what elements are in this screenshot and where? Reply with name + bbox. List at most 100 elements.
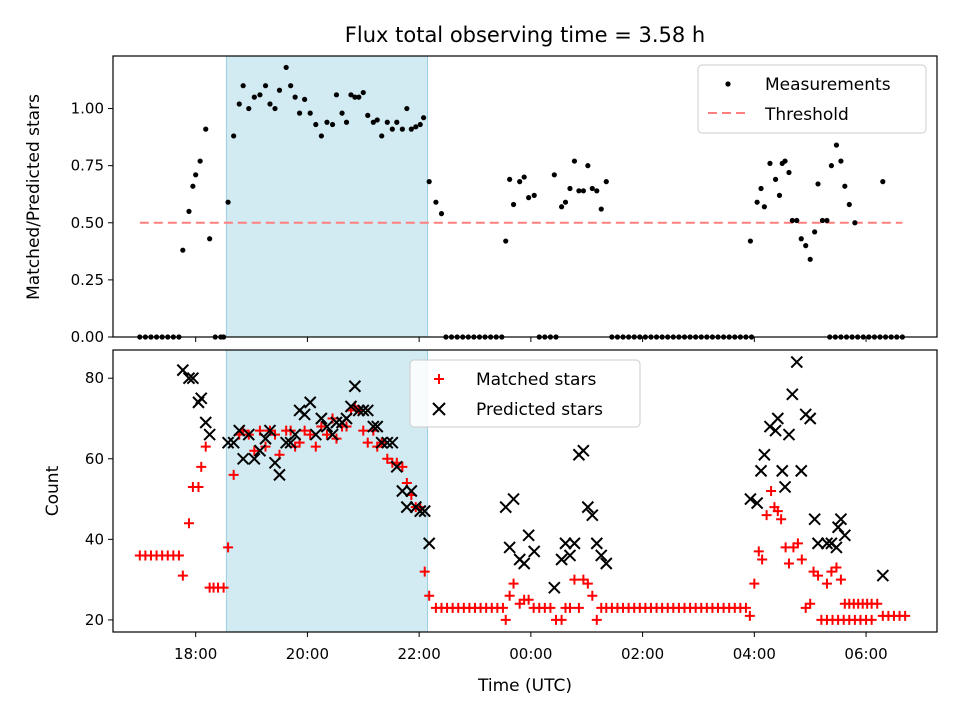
matched-star-point	[545, 602, 556, 613]
top-y-ticks: 0.00 0.25 0.50 0.75 1.00	[71, 100, 113, 346]
measurement-point	[333, 92, 340, 98]
matched-star-point	[173, 550, 184, 561]
measurement-point	[186, 208, 192, 214]
measurement-point	[526, 195, 532, 201]
measurement-point	[236, 101, 242, 107]
predicted-star-point	[340, 412, 353, 425]
top-legend-box	[697, 64, 927, 134]
measurement-point	[819, 217, 826, 224]
predicted-star-point	[259, 432, 272, 445]
measurement-point	[521, 174, 527, 180]
matched-star-point	[573, 602, 584, 613]
predicted-star-point	[568, 537, 581, 550]
measurement-point	[203, 126, 209, 132]
measurement-point	[240, 83, 246, 89]
predicted-star-point	[309, 428, 322, 441]
measurement-point	[812, 229, 818, 235]
measurement-point	[365, 112, 371, 118]
legend-matched-label: Matched stars	[476, 370, 596, 390]
measurement-point	[421, 115, 427, 121]
predicted-star-point	[263, 424, 277, 437]
measurement-point	[251, 94, 257, 100]
x-axis-label: Time (UTC)	[477, 676, 572, 696]
measurement-point	[761, 204, 767, 210]
predicted-star-point	[834, 512, 848, 526]
bottom-shade	[225, 349, 429, 633]
matched-star-point	[587, 590, 598, 601]
predicted-star-point	[361, 404, 374, 417]
measurement-point	[231, 133, 237, 139]
predicted-star-point	[790, 355, 803, 369]
measurement-point	[318, 133, 324, 139]
predicted-star-point	[830, 541, 843, 554]
predicted-star-point	[528, 545, 541, 558]
measurement-point	[413, 124, 419, 130]
predicted-star-point	[386, 436, 399, 449]
measurement-point	[589, 185, 595, 192]
measurement-point	[503, 238, 509, 244]
measurement-point	[824, 217, 830, 224]
predicted-star-point	[750, 496, 764, 510]
predicted-star-point	[176, 363, 190, 377]
matched-star-point	[260, 441, 271, 452]
bottom-axes-frame	[112, 349, 938, 633]
measurement-point	[880, 179, 886, 185]
measurement-point	[507, 176, 513, 182]
matched-star-point	[358, 425, 369, 436]
matched-star-point	[382, 453, 393, 464]
bottom-x-ticks: 18:00 20:00 22:00 00:00 02:00 04:00 06:00	[174, 632, 888, 663]
matched-star-point	[177, 570, 188, 581]
predicted-star-point	[548, 581, 561, 594]
measurement-point	[257, 92, 263, 98]
predicted-star-point	[195, 392, 208, 405]
measurement-point	[846, 201, 852, 208]
predicted-star-point	[769, 424, 782, 437]
predicted-star-point	[352, 404, 366, 417]
top-panel: 0.00 0.25 0.50 0.75 1.00 Matched/Predicted s…	[24, 55, 938, 346]
predicted-star-point	[600, 557, 613, 570]
matched-star-point	[805, 598, 816, 609]
measurement-point	[828, 163, 835, 169]
matched-star-point	[766, 486, 777, 496]
matched-star-point	[831, 562, 842, 573]
measurement-point	[426, 179, 432, 185]
matched-star-point	[200, 441, 211, 452]
predicted-star-point	[186, 371, 200, 385]
y-tick-label: 80	[85, 369, 104, 387]
bottom-y-ticks: 20 40 60 80	[85, 369, 113, 629]
measurement-point	[758, 185, 764, 192]
bottom-legend-box	[409, 359, 641, 428]
top-legend: Measurements Threshold	[697, 64, 927, 134]
y-tick-label: 1.00	[71, 100, 104, 118]
predicted-star-point	[586, 508, 599, 522]
predicted-star-point	[405, 484, 418, 498]
measurement-point	[517, 179, 523, 185]
predicted-star-point	[221, 436, 235, 449]
y-tick-label: 0.00	[71, 328, 104, 346]
predicted-star-point	[776, 464, 789, 478]
matched-star-point	[761, 510, 772, 521]
matched-star-point	[582, 578, 593, 589]
measurement-point	[272, 105, 278, 112]
predicted-star-point	[838, 529, 852, 542]
measurement-point	[307, 110, 313, 116]
predicted-star-point	[367, 420, 380, 433]
measurement-point	[438, 211, 445, 217]
measurement-point	[510, 201, 517, 208]
predicted-star-point	[268, 456, 282, 470]
measurement-point	[747, 238, 754, 244]
measurement-point	[394, 119, 400, 125]
predicted-star-point	[820, 537, 834, 550]
measurement-point	[193, 172, 199, 178]
measurement-point	[296, 110, 303, 116]
measurement-point	[833, 142, 840, 148]
measurement-point	[772, 176, 779, 182]
measurement-point	[180, 247, 186, 253]
matched-star-point	[813, 570, 824, 581]
measurement-point	[267, 101, 273, 107]
measurement-point	[794, 217, 800, 224]
x-tick-label: 22:00	[398, 645, 441, 663]
x-tick-label: 00:00	[509, 645, 552, 663]
matched-star-point	[218, 582, 229, 593]
top-x-ticks	[195, 337, 867, 342]
